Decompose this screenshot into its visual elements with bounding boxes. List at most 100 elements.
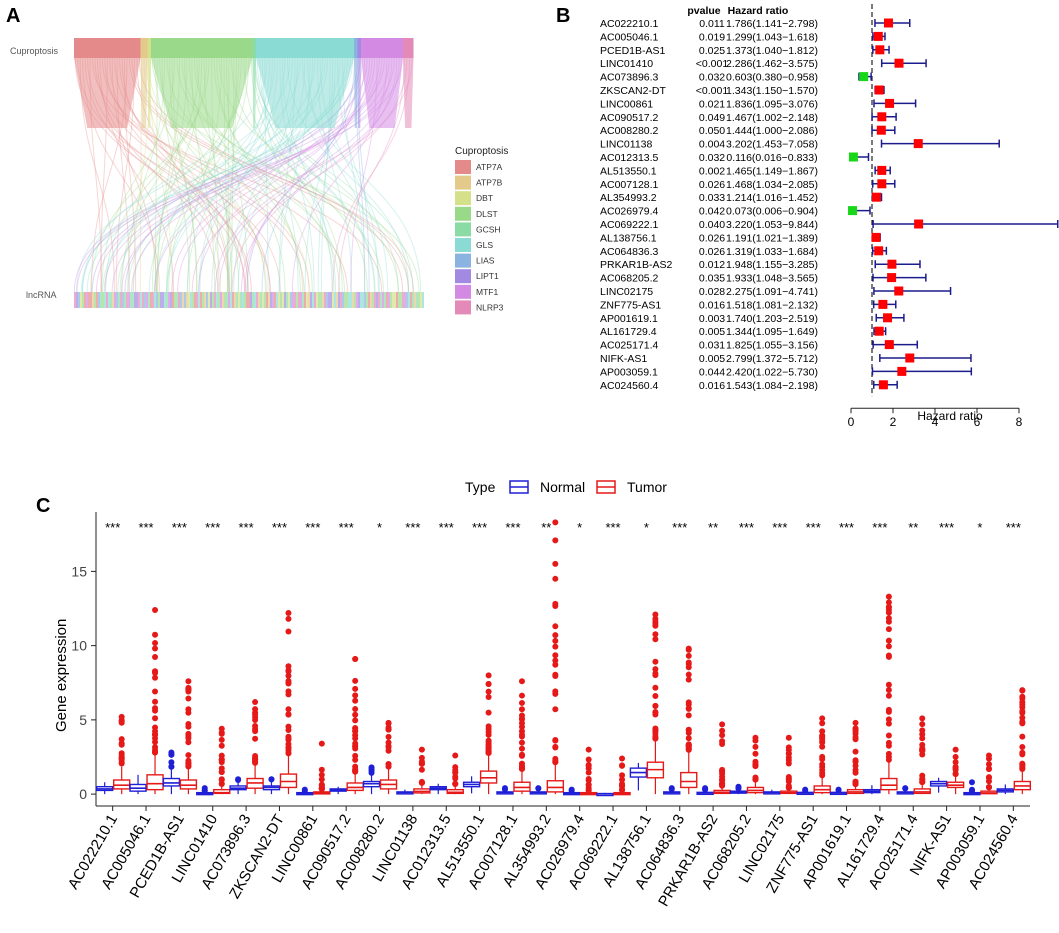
tumor-outlier — [518, 752, 525, 759]
tumor-outlier — [719, 738, 726, 745]
forest-pvalue: 0.026 — [699, 179, 725, 191]
lncrna-segment — [262, 292, 264, 308]
tumor-outlier — [352, 724, 359, 731]
tumor-outlier — [118, 736, 125, 743]
lncrna-segment — [92, 292, 94, 308]
lncrna-segment — [220, 292, 222, 308]
tumor-outlier — [485, 725, 492, 732]
lncrna-segment — [408, 292, 410, 308]
forest-x-tick-label: 2 — [890, 415, 897, 429]
lncrna-segment — [142, 292, 144, 308]
forest-hr-point — [848, 152, 858, 162]
legend-swatch-atp7a — [455, 160, 471, 174]
forest-hr-point — [887, 259, 897, 269]
normal-outlier — [735, 783, 742, 790]
lncrna-segment — [298, 292, 300, 308]
lncrna-segment — [94, 292, 96, 308]
forest-gene-label: AC007128.1 — [600, 179, 659, 191]
tumor-outlier — [418, 779, 425, 786]
sankey-top-label: Cuproptosis — [10, 46, 59, 56]
lncrna-segment — [224, 292, 226, 308]
tumor-outlier — [352, 685, 359, 692]
tumor-outlier — [1019, 719, 1026, 726]
lncrna-segment — [288, 292, 290, 308]
forest-hr-point — [894, 58, 904, 68]
tumor-outlier — [218, 776, 225, 783]
tumor-outlier — [719, 782, 726, 789]
sankey-flow-line — [124, 57, 359, 293]
lncrna-segment — [400, 292, 402, 308]
lncrna-segment — [338, 292, 340, 308]
tumor-outlier — [885, 692, 892, 699]
tumor-outlier — [452, 764, 459, 771]
tumor-outlier — [552, 637, 559, 644]
forest-hr-text: 1.933(1.048−3.565) — [726, 273, 818, 285]
tumor-outlier — [819, 761, 826, 768]
forest-gene-label: AL161729.4 — [600, 326, 657, 338]
tumor-outlier — [1019, 693, 1026, 700]
tumor-outlier — [685, 712, 692, 719]
tumor-outlier — [719, 727, 726, 734]
normal-outlier — [268, 776, 275, 783]
lncrna-segment — [136, 292, 138, 308]
forest-hr-text: 1.465(1.149−1.867) — [726, 165, 818, 177]
forest-hr-point — [887, 273, 897, 283]
lncrna-segment — [422, 292, 424, 308]
forest-gene-label: AC090517.2 — [600, 112, 659, 124]
sankey-ribbon-gcsh — [252, 58, 256, 128]
tumor-outlier — [985, 752, 992, 759]
tumor-outlier — [218, 780, 225, 787]
forest-hr-point — [848, 206, 858, 216]
lncrna-segment — [318, 292, 320, 308]
tumor-outlier — [385, 747, 392, 754]
tumor-outlier — [518, 699, 525, 706]
lncrna-segment — [264, 292, 266, 308]
lncrna-segment — [310, 292, 312, 308]
tumor-outlier — [452, 752, 459, 759]
sankey-node-dbt — [147, 38, 151, 58]
forest-gene-label: AP003059.1 — [600, 366, 658, 378]
lncrna-segment — [144, 292, 146, 308]
lncrna-segment — [348, 292, 350, 308]
lncrna-segment — [150, 292, 152, 308]
tumor-outlier — [252, 706, 259, 713]
tumor-outlier — [885, 686, 892, 693]
tumor-outlier — [752, 758, 759, 765]
lncrna-segment — [248, 292, 250, 308]
tumor-outlier — [552, 537, 559, 544]
normal-outlier — [902, 785, 909, 792]
tumor-outlier — [552, 737, 559, 744]
tumor-outlier — [819, 715, 826, 722]
tumor-outlier — [285, 663, 292, 670]
tumor-outlier — [352, 745, 359, 752]
tumor-outlier — [819, 739, 826, 746]
tumor-outlier — [585, 777, 592, 784]
legend-label-nlrp3: NLRP3 — [476, 302, 504, 312]
tumor-outlier — [152, 698, 159, 705]
lncrna-segment — [376, 292, 378, 308]
tumor-outlier — [619, 776, 626, 783]
significance-mark: * — [577, 520, 582, 535]
tumor-outlier — [652, 615, 659, 622]
y-tick-label: 10 — [71, 638, 87, 654]
tumor-outlier — [385, 739, 392, 746]
tumor-outlier — [218, 725, 225, 732]
lncrna-segment — [110, 292, 112, 308]
lncrna-segment — [202, 292, 204, 308]
tumor-outlier — [619, 772, 626, 779]
tumor-outlier — [285, 744, 292, 751]
tumor-outlier — [152, 631, 159, 638]
tumor-outlier — [985, 761, 992, 768]
sankey-flow-line — [191, 57, 413, 293]
sankey-node-gls — [256, 38, 354, 58]
tumor-outlier — [885, 739, 892, 746]
normal-outlier — [301, 786, 308, 793]
sankey-flow-line — [145, 57, 268, 293]
sankey-diagram — [74, 38, 424, 308]
tumor-outlier — [185, 695, 192, 702]
tumor-outlier — [719, 770, 726, 777]
tumor-outlier — [552, 661, 559, 668]
forest-hr-point — [859, 72, 869, 82]
lncrna-segment — [364, 292, 366, 308]
